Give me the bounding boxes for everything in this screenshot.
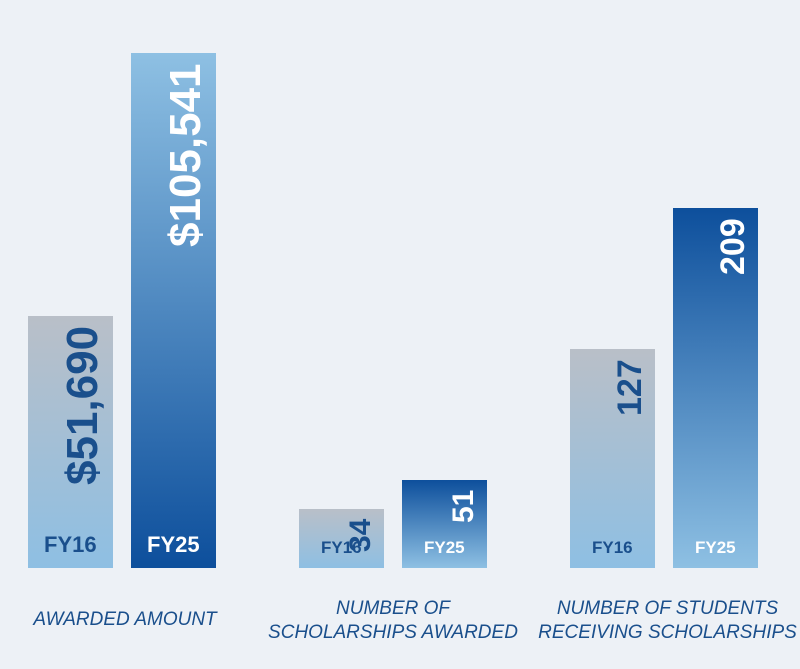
bar-fy16 bbox=[570, 349, 655, 568]
group-label-line: RECEIVING SCHOLARSHIPS bbox=[538, 622, 797, 643]
category-label: FY16 bbox=[321, 538, 362, 557]
bar-fy16 bbox=[28, 316, 113, 568]
group-label-awarded-amount: AWARDED AMOUNT bbox=[10, 608, 240, 632]
group-label-line: SCHOLARSHIPS AWARDED bbox=[268, 622, 518, 643]
group-label-line: NUMBER OF STUDENTS bbox=[556, 598, 779, 619]
category-label: FY25 bbox=[424, 538, 465, 557]
group-label-line: NUMBER OF bbox=[336, 598, 450, 619]
bar-fy25 bbox=[673, 208, 758, 568]
category-label: FY16 bbox=[44, 532, 97, 557]
group-label-students-receiving: NUMBER OF STUDENTS RECEIVING SCHOLARSHIP… bbox=[535, 597, 800, 645]
category-label: FY25 bbox=[147, 532, 200, 557]
category-label: FY25 bbox=[695, 538, 736, 557]
group-label-scholarships-awarded: NUMBER OF SCHOLARSHIPS AWARDED bbox=[258, 597, 528, 645]
bar-fy25 bbox=[131, 53, 216, 568]
value-label: $105,541 bbox=[161, 63, 210, 247]
bar-fy25 bbox=[402, 480, 487, 568]
group-label-line: AWARDED AMOUNT bbox=[33, 609, 217, 630]
value-label: $51,690 bbox=[58, 325, 107, 485]
value-label: 127 bbox=[611, 359, 649, 416]
value-label: 51 bbox=[447, 489, 480, 523]
value-label: 209 bbox=[714, 218, 752, 275]
bar-fy16 bbox=[299, 509, 384, 568]
category-label: FY16 bbox=[592, 538, 633, 557]
